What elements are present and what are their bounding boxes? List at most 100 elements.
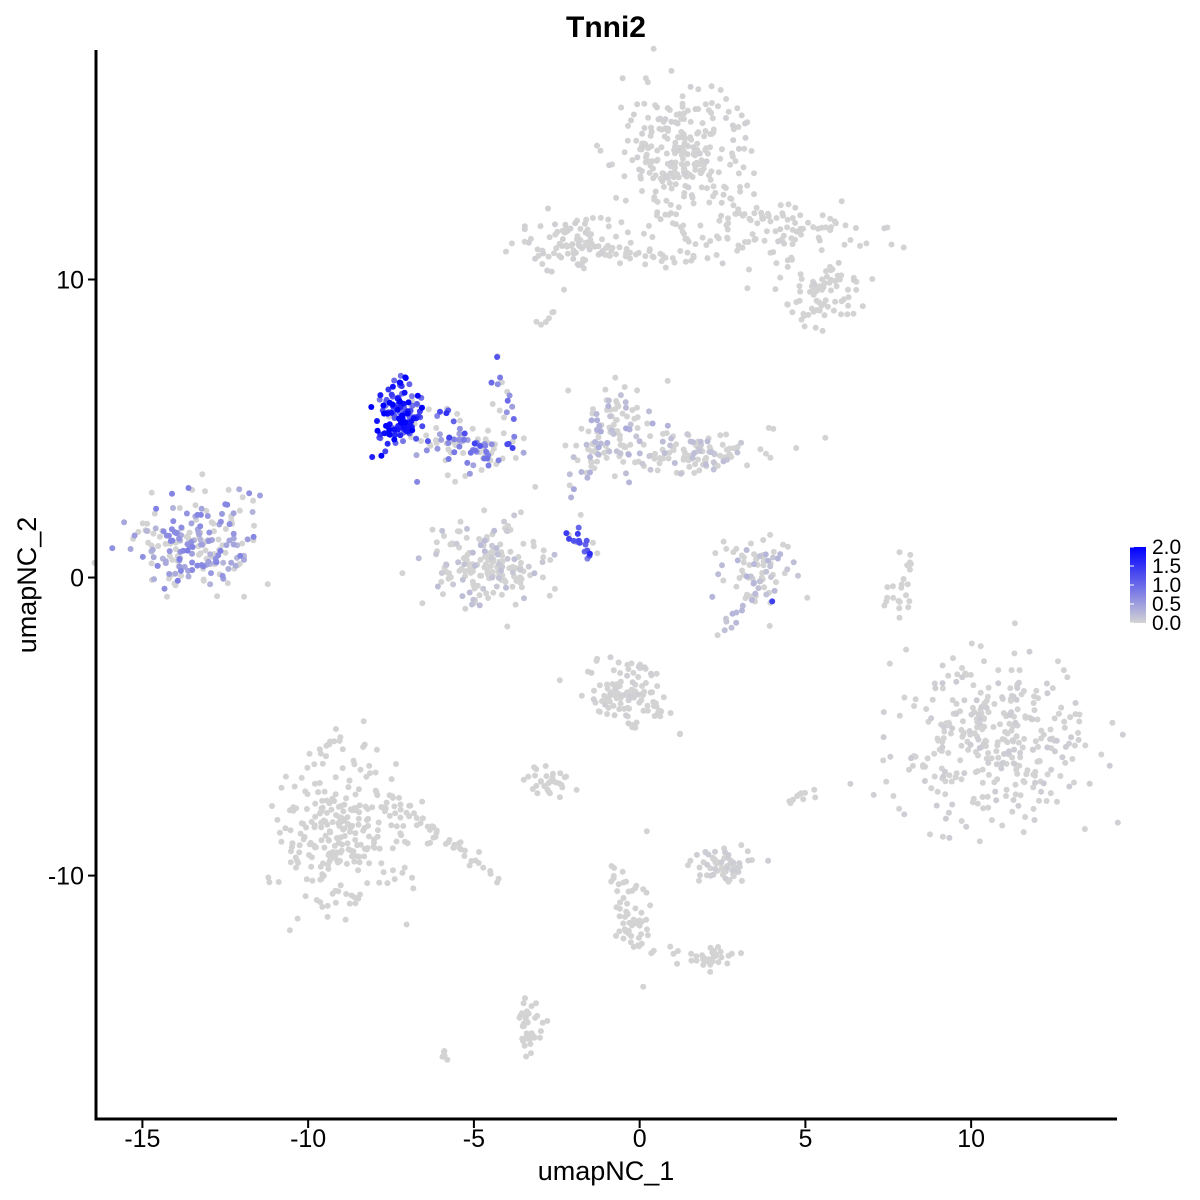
- cell-point: [640, 230, 647, 237]
- cell-point: [224, 501, 231, 508]
- cell-point: [819, 212, 826, 219]
- cell-point: [644, 932, 651, 939]
- cell-point: [391, 436, 398, 443]
- cell-point: [838, 198, 845, 205]
- cell-point: [382, 448, 389, 455]
- cell-point: [717, 155, 724, 162]
- cell-point: [975, 736, 982, 743]
- cell-point: [888, 241, 895, 248]
- cell-point: [570, 454, 577, 461]
- cell-point: [389, 794, 396, 801]
- cell-point: [844, 311, 851, 318]
- cell-point: [715, 959, 722, 966]
- cell-point: [278, 784, 285, 791]
- cell-point: [1009, 808, 1016, 815]
- cell-point: [506, 392, 513, 399]
- cell-point: [539, 1019, 546, 1026]
- cell-point: [644, 707, 651, 714]
- cell-point: [306, 852, 312, 858]
- cell-point: [189, 567, 196, 573]
- cell-point: [324, 913, 331, 920]
- cell-point: [662, 116, 669, 123]
- cell-point: [770, 425, 777, 432]
- cell-point: [423, 447, 430, 454]
- cell-point: [1017, 792, 1024, 799]
- cell-point: [352, 900, 359, 907]
- cell-point: [319, 797, 326, 804]
- cell-point: [628, 933, 635, 939]
- cell-point: [469, 549, 476, 556]
- cell-point: [644, 702, 651, 709]
- cell-point: [131, 532, 138, 539]
- cell-point: [578, 692, 585, 699]
- cell-point: [475, 860, 482, 866]
- cell-point: [635, 674, 642, 680]
- cell-point: [337, 882, 344, 889]
- cell-point: [765, 424, 772, 431]
- cell-point: [397, 801, 404, 808]
- cell-point: [634, 414, 641, 421]
- cell-point: [454, 528, 461, 535]
- cell-point: [445, 839, 452, 846]
- cell-point: [692, 106, 699, 113]
- cell-point: [394, 406, 401, 413]
- cell-point: [751, 236, 758, 243]
- cell-point: [489, 574, 496, 581]
- cell-point: [418, 438, 424, 444]
- cell-point: [959, 665, 965, 671]
- cell-point: [945, 809, 952, 816]
- cell-point: [406, 381, 413, 388]
- cell-point: [567, 225, 574, 232]
- cell-point: [999, 736, 1006, 743]
- cell-point: [345, 784, 352, 791]
- cell-point: [509, 403, 516, 410]
- cell-point: [444, 472, 451, 479]
- cell-point: [1030, 784, 1037, 791]
- cell-point: [460, 450, 467, 456]
- cell-point: [509, 583, 516, 590]
- cell-point: [716, 452, 723, 459]
- cell-point: [352, 830, 359, 837]
- cell-point: [318, 824, 325, 831]
- cell-point: [647, 433, 654, 440]
- cell-point: [436, 431, 443, 438]
- cell-point: [729, 610, 736, 617]
- cell-point: [835, 259, 842, 266]
- cell-point: [906, 598, 913, 605]
- cell-point: [607, 413, 614, 420]
- cell-point: [668, 435, 675, 442]
- cell-point: [684, 160, 691, 167]
- cell-point: [341, 825, 348, 832]
- cell-point: [316, 780, 323, 786]
- cell-point: [723, 115, 729, 121]
- cell-point: [369, 454, 376, 460]
- cell-point: [896, 805, 903, 812]
- cell-point: [988, 817, 995, 824]
- cell-point: [375, 819, 382, 826]
- cell-point: [889, 583, 896, 590]
- cell-point: [333, 812, 340, 819]
- cell-point: [189, 550, 195, 557]
- cell-point: [525, 563, 532, 570]
- cell-point: [608, 427, 615, 434]
- cell-point: [588, 459, 595, 466]
- cell-point: [606, 162, 613, 169]
- cell-point: [590, 406, 596, 413]
- cell-point: [546, 234, 553, 241]
- cell-point: [800, 796, 807, 803]
- cell-point: [624, 900, 631, 907]
- cell-point: [767, 563, 774, 570]
- cell-point: [966, 728, 973, 734]
- cell-point: [969, 704, 976, 711]
- cell-point: [588, 669, 595, 676]
- cell-point: [239, 494, 246, 501]
- cell-point: [386, 426, 393, 433]
- cell-point: [949, 725, 956, 732]
- cell-point: [1006, 712, 1013, 718]
- cell-point: [489, 542, 495, 549]
- cell-point: [384, 440, 391, 447]
- cell-point: [790, 559, 797, 566]
- cell-point: [396, 379, 403, 386]
- cell-point: [440, 1048, 447, 1055]
- cell-point: [1035, 743, 1041, 750]
